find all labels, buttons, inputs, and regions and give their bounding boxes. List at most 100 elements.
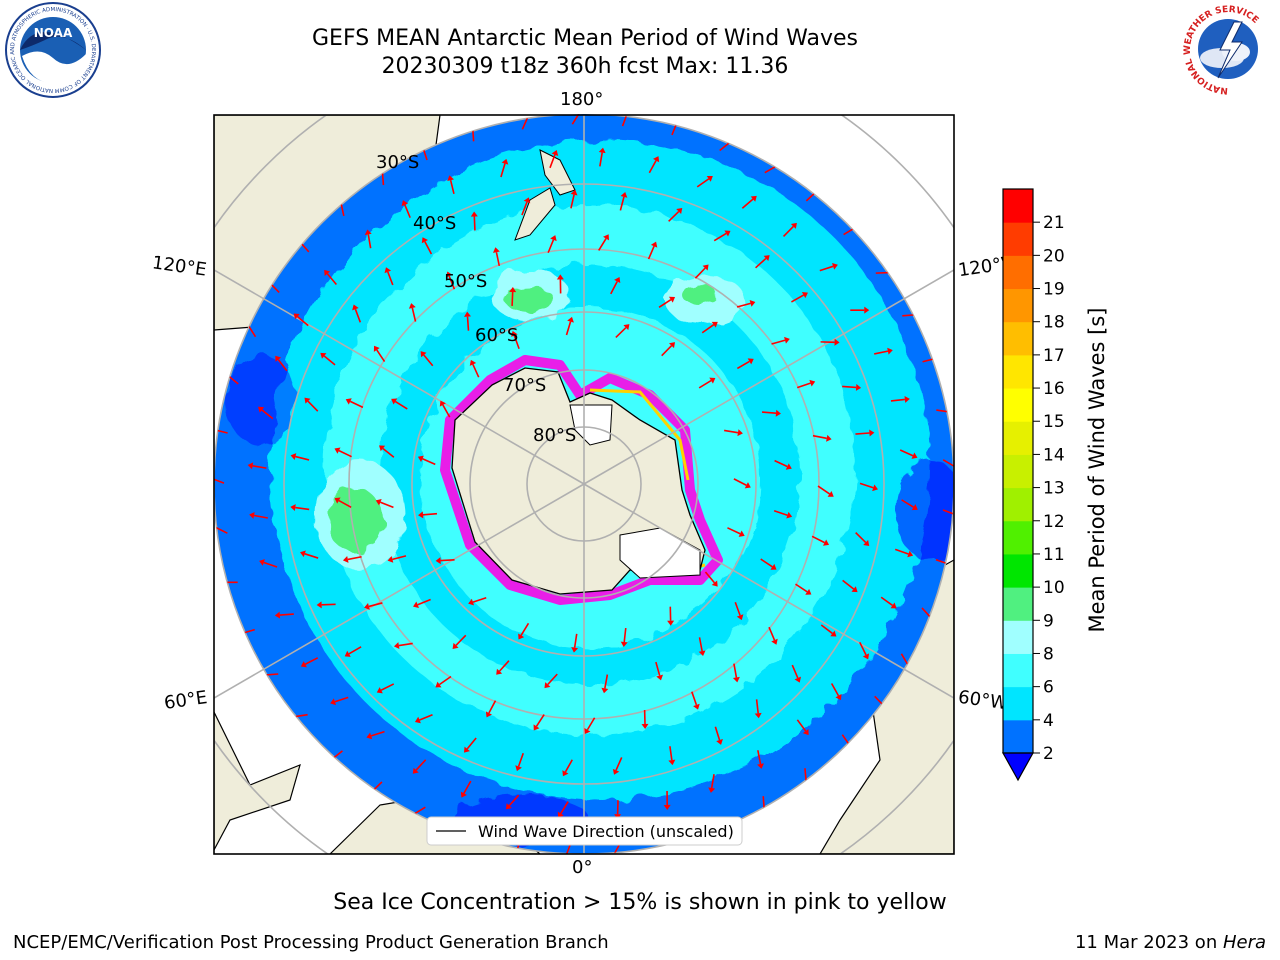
wave-vector-head — [603, 234, 610, 241]
wave-vector-head — [387, 556, 394, 563]
wave-vector-shaft — [586, 717, 596, 731]
wave-vector-head — [345, 398, 352, 405]
wave-vector-shaft — [648, 160, 657, 174]
wave-vector-head — [805, 588, 812, 595]
wave-vector-head — [550, 235, 557, 242]
wave-vector-shaft — [570, 194, 575, 209]
wave-vector-shaft — [820, 624, 833, 635]
wave-vector-shaft — [382, 447, 395, 458]
wave-vector-shaft — [463, 780, 472, 794]
wave-vector-shaft — [296, 316, 309, 327]
wave-vector-shaft — [394, 400, 408, 410]
wave-vector-head — [620, 192, 628, 198]
wave-vector-shaft — [771, 339, 786, 345]
wave-vector-shaft — [517, 752, 524, 767]
wave-vector-shaft — [498, 660, 510, 672]
colorbar-tick-label: 10 — [1043, 578, 1065, 598]
wave-vector-shaft — [404, 204, 411, 219]
noaa-logo: NATIONAL OCEANIC AND ATMOSPHERIC ADMINIS… — [0, 0, 101, 98]
wave-vector-shaft — [380, 501, 394, 509]
wave-vector-shaft — [899, 449, 914, 457]
wave-vector-head — [770, 563, 777, 570]
wave-vector-head — [827, 491, 834, 497]
wave-vector-head — [324, 269, 331, 277]
wave-vector-shaft — [736, 360, 750, 370]
wave-vector-shaft — [415, 759, 427, 771]
wave-vector-head — [435, 681, 442, 688]
wave-vector-shaft — [901, 499, 914, 508]
colorbar-segment — [1003, 354, 1033, 389]
lon-label-0: 0° — [572, 857, 593, 878]
wave-vector-shaft — [668, 210, 680, 222]
wave-vector-head — [653, 156, 660, 163]
map-subtitle-forecast: 20230309 t18z 360h fcst Max: 11.36 — [381, 54, 789, 79]
wave-vector-head — [890, 602, 897, 609]
wave-vector-shaft — [890, 398, 905, 402]
footer-host: Hera — [1222, 932, 1266, 953]
wave-vector-shaft — [727, 527, 741, 535]
wave-vector-shaft — [710, 774, 715, 789]
wave-vector-shaft — [819, 265, 834, 272]
wave-vector-head — [505, 803, 512, 810]
wave-vector-shaft — [761, 411, 777, 415]
lon-label-120e: 120°E — [150, 252, 208, 281]
wave-vector-shaft — [347, 555, 362, 561]
colorbar-tick-label: 8 — [1043, 644, 1054, 664]
wave-vector-shaft — [774, 459, 788, 468]
wave-vector-head — [872, 484, 879, 492]
wave-vector-shaft — [263, 561, 278, 568]
colorbar-tick-label: 2 — [1043, 744, 1054, 764]
colorbar-segment — [1003, 421, 1033, 455]
wave-vector-shaft — [448, 275, 456, 290]
lon-label-60e: 60°E — [162, 687, 209, 714]
wave-vector-head — [794, 676, 801, 683]
wave-vector-head — [738, 530, 745, 537]
wave-vector-shaft — [734, 601, 741, 616]
colorbar-tick-label: 19 — [1043, 280, 1065, 300]
wave-vector-head — [342, 556, 349, 563]
wave-vector-shaft — [619, 196, 625, 211]
wave-vector-head — [620, 641, 628, 647]
wave-vector-head — [320, 352, 327, 359]
wave-vector-shaft — [741, 198, 754, 209]
colorbar-tick-label: 9 — [1043, 611, 1054, 631]
wave-vector-head — [823, 539, 830, 546]
wave-vector-head — [693, 703, 700, 710]
wave-vector-head — [863, 539, 870, 546]
colorbar-tick-label: 17 — [1043, 346, 1065, 366]
lon-label-180: 180° — [560, 89, 604, 110]
wave-vector-head — [492, 247, 500, 253]
wave-vector-head — [469, 359, 477, 366]
wave-vector-shaft — [773, 509, 788, 516]
wave-vector-shaft — [782, 225, 794, 237]
wave-vector-head — [785, 463, 792, 470]
wave-vector-shaft — [713, 232, 727, 242]
wave-vector-shaft — [521, 116, 529, 130]
wave-vector-head — [556, 274, 564, 280]
colorbar-segment — [1003, 653, 1033, 688]
wave-vector-shaft — [279, 613, 294, 616]
wave-vector-head — [533, 724, 540, 731]
wave-vector-shaft — [295, 506, 310, 511]
wave-vector-head — [656, 674, 664, 681]
wave-vector-head — [786, 511, 793, 519]
wave-vector-shaft — [842, 579, 855, 590]
wave-vector-head — [775, 409, 781, 417]
wave-vector-shaft — [696, 178, 710, 188]
wave-vector-shaft — [604, 674, 609, 689]
wave-vector-head — [750, 195, 757, 202]
wave-vector-shaft — [564, 759, 573, 773]
wave-vector-shaft — [547, 239, 555, 254]
wave-vector-head — [523, 197, 531, 204]
wave-vector-head — [749, 299, 756, 307]
wave-vector-shaft — [472, 364, 480, 378]
wave-vector-shaft — [859, 482, 874, 489]
colorbar-segment — [1003, 487, 1033, 522]
wave-vector-shaft — [549, 154, 556, 169]
wave-vector-shaft — [334, 696, 349, 703]
wave-vector-head — [330, 698, 337, 706]
wave-vector-shaft — [392, 555, 407, 561]
wave-vector-head — [412, 767, 419, 774]
legend-label: Wind Wave Direction (unscaled) — [478, 822, 734, 841]
wave-vector-head — [709, 377, 716, 384]
